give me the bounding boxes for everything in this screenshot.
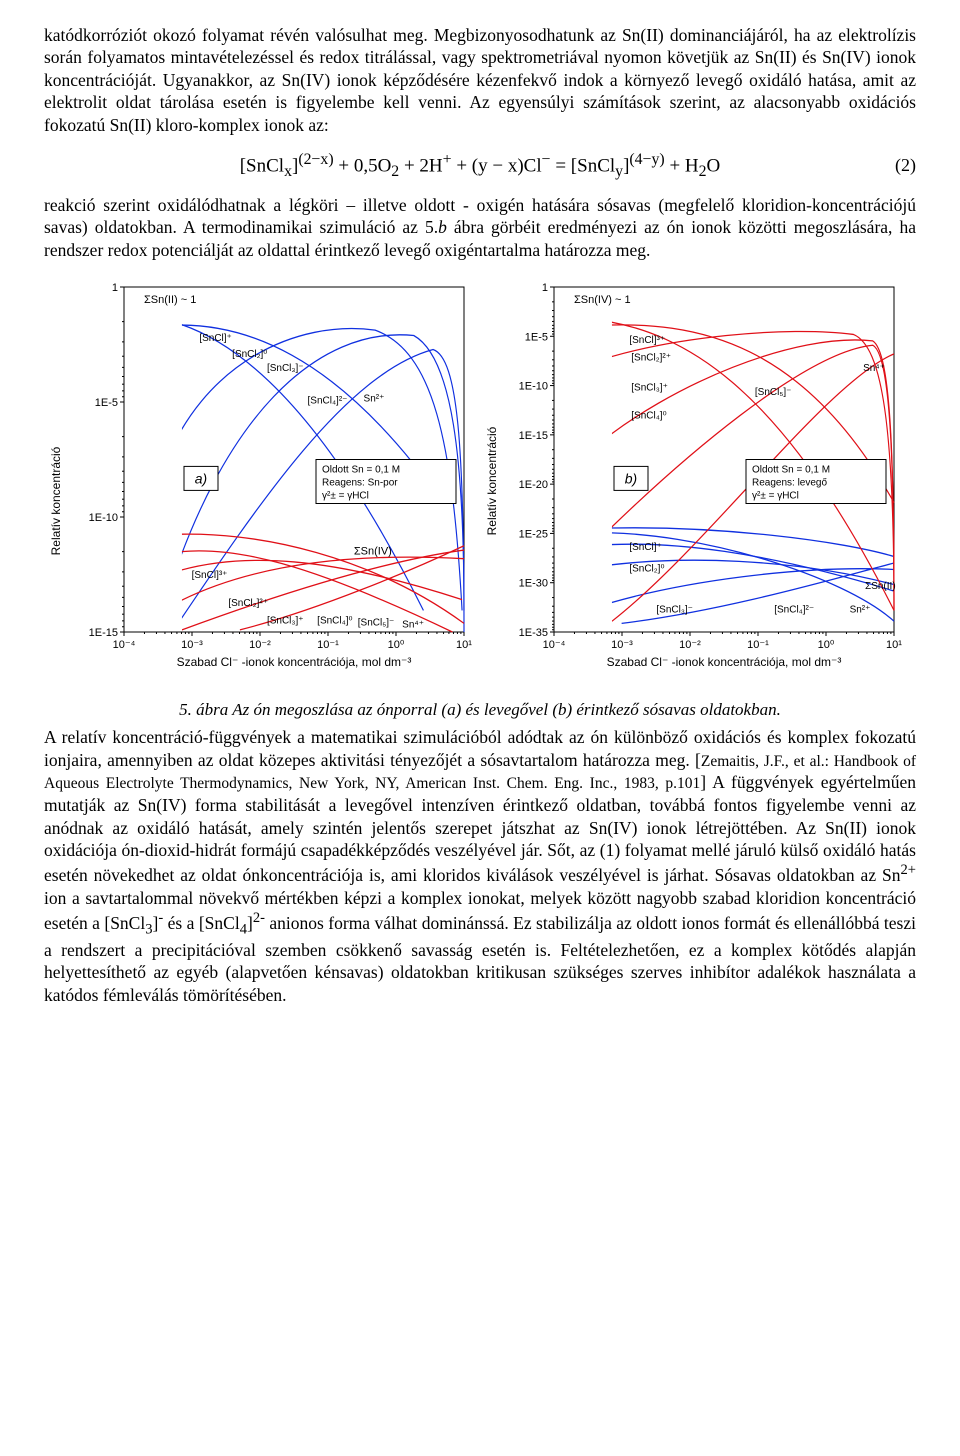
svg-text:[SnCl]³⁺: [SnCl]³⁺ <box>192 570 228 581</box>
svg-text:[SnCl₃]⁻: [SnCl₃]⁻ <box>267 363 304 374</box>
svg-text:10⁻³: 10⁻³ <box>181 639 203 651</box>
page: katódkorróziót okozó folyamat révén való… <box>0 0 960 1052</box>
svg-text:[SnCl₂]²⁺: [SnCl₂]²⁺ <box>631 352 671 363</box>
paragraph-3: A relatív koncentráció-függvények a mate… <box>44 726 916 1006</box>
svg-text:[SnCl₄]⁰: [SnCl₄]⁰ <box>631 411 666 422</box>
svg-text:1: 1 <box>542 282 548 294</box>
svg-text:Sn²⁺: Sn²⁺ <box>850 605 871 616</box>
svg-text:[SnCl₃]⁺: [SnCl₃]⁺ <box>631 383 668 394</box>
svg-text:1E-25: 1E-25 <box>519 529 548 541</box>
svg-text:10⁻²: 10⁻² <box>249 639 271 651</box>
svg-text:Reagens: Sn-por: Reagens: Sn-por <box>322 478 398 489</box>
svg-text:Oldott Sn = 0,1 M: Oldott Sn = 0,1 M <box>322 465 400 476</box>
svg-text:γ²± = γHCl: γ²± = γHCl <box>752 491 799 502</box>
svg-text:Sn⁴⁺: Sn⁴⁺ <box>402 620 424 631</box>
paragraph-3-post: ] A függvények egyértelműen mutatják az … <box>44 772 916 1004</box>
svg-text:10⁻³: 10⁻³ <box>611 639 633 651</box>
svg-text:10⁻¹: 10⁻¹ <box>747 639 769 651</box>
svg-text:10¹: 10¹ <box>456 639 472 651</box>
svg-text:Szabad Cl⁻ -ionok koncentráció: Szabad Cl⁻ -ionok koncentrációja, mol dm… <box>177 655 412 669</box>
svg-text:[SnCl₂]⁰: [SnCl₂]⁰ <box>232 349 267 360</box>
svg-text:ΣSn(IV): ΣSn(IV) <box>354 546 392 558</box>
svg-text:1E-5: 1E-5 <box>95 397 118 409</box>
svg-text:1E-5: 1E-5 <box>525 331 548 343</box>
svg-text:[SnCl]³⁺: [SnCl]³⁺ <box>629 335 665 346</box>
svg-text:1E-15: 1E-15 <box>519 430 548 442</box>
svg-text:Relatív koncentráció: Relatív koncentráció <box>49 446 63 555</box>
svg-text:Sn²⁺: Sn²⁺ <box>364 393 385 404</box>
equation-block: [SnClx](2−x) + 0,5O2 + 2H+ + (y − x)Cl− … <box>44 150 916 180</box>
svg-text:1: 1 <box>112 282 118 294</box>
svg-text:10⁻¹: 10⁻¹ <box>317 639 339 651</box>
svg-text:1E-10: 1E-10 <box>519 381 548 393</box>
equation-number: (2) <box>895 154 916 177</box>
svg-text:[SnCl₃]⁻: [SnCl₃]⁻ <box>656 605 693 616</box>
svg-text:[SnCl₅]⁻: [SnCl₅]⁻ <box>358 618 395 629</box>
svg-text:Sn⁴⁺: Sn⁴⁺ <box>863 363 885 374</box>
svg-text:1E-20: 1E-20 <box>519 479 548 491</box>
figure-5: Relatív koncentráció Relatív koncentráció… <box>44 271 916 720</box>
svg-text:[SnCl₅]⁻: [SnCl₅]⁻ <box>755 387 792 398</box>
svg-text:Oldott Sn = 0,1 M: Oldott Sn = 0,1 M <box>752 465 830 476</box>
svg-text:ΣSn(IV) ~ 1: ΣSn(IV) ~ 1 <box>574 294 631 306</box>
svg-text:10⁰: 10⁰ <box>818 639 835 651</box>
svg-text:10⁻²: 10⁻² <box>679 639 701 651</box>
svg-text:ΣSn(II): ΣSn(II) <box>865 581 896 592</box>
paragraph-2: reakció szerint oxidálódhatnak a légköri… <box>44 194 916 261</box>
svg-text:10¹: 10¹ <box>886 639 902 651</box>
svg-text:[SnCl]⁺: [SnCl]⁺ <box>629 542 662 553</box>
figure-5-svg: Relatív koncentráció Relatív koncentráció… <box>44 271 914 691</box>
figure-5-caption: 5. ábra Az ón megoszlása az ónporral (a)… <box>44 699 916 721</box>
svg-text:a): a) <box>195 471 207 487</box>
svg-text:1E-10: 1E-10 <box>89 512 118 524</box>
svg-text:Szabad Cl⁻ -ionok koncentráció: Szabad Cl⁻ -ionok koncentrációja, mol dm… <box>607 655 842 669</box>
svg-text:1E-35: 1E-35 <box>519 627 548 639</box>
svg-text:[SnCl₃]⁺: [SnCl₃]⁺ <box>267 616 304 627</box>
svg-text:b): b) <box>625 471 637 487</box>
svg-text:[SnCl₂]⁰: [SnCl₂]⁰ <box>629 564 664 575</box>
svg-text:Relatív koncentráció: Relatív koncentráció <box>485 426 499 535</box>
paragraph-1: katódkorróziót okozó folyamat révén való… <box>44 24 916 136</box>
svg-text:1E-15: 1E-15 <box>89 627 118 639</box>
svg-text:10⁻⁴: 10⁻⁴ <box>113 639 136 651</box>
svg-text:γ²± = γHCl: γ²± = γHCl <box>322 491 369 502</box>
equation-2: [SnClx](2−x) + 0,5O2 + 2H+ + (y − x)Cl− … <box>44 150 916 182</box>
svg-text:[SnCl₄]⁰: [SnCl₄]⁰ <box>317 616 352 627</box>
svg-text:[SnCl₄]²⁻: [SnCl₄]²⁻ <box>774 605 814 616</box>
svg-text:10⁻⁴: 10⁻⁴ <box>543 639 566 651</box>
svg-text:10⁰: 10⁰ <box>388 639 405 651</box>
svg-text:[SnCl₂]²⁺: [SnCl₂]²⁺ <box>228 598 268 609</box>
svg-text:ΣSn(II) ~ 1: ΣSn(II) ~ 1 <box>144 294 196 306</box>
svg-text:Reagens: levegő: Reagens: levegő <box>752 478 827 489</box>
svg-text:1E-30: 1E-30 <box>519 578 548 590</box>
svg-text:[SnCl₄]²⁻: [SnCl₄]²⁻ <box>308 396 348 407</box>
svg-text:[SnCl]⁺: [SnCl]⁺ <box>199 333 232 344</box>
